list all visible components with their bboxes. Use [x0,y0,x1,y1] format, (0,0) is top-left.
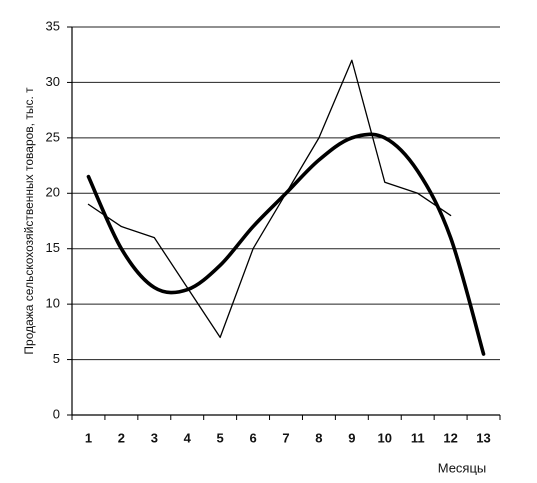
x-tick-label: 1 [85,430,92,445]
data-line [87,59,452,339]
x-tick-label: 9 [348,430,355,445]
x-tick-label: 10 [378,430,392,445]
x-tick-label: 8 [315,430,322,445]
y-tick-label: 10 [46,296,60,311]
x-tick-label: 7 [282,430,289,445]
y-axis-title: Продажа сельскохозяйственных товаров, ты… [22,87,36,355]
y-tick-label: 25 [46,129,60,144]
x-axis-title: Месяцы [438,460,487,475]
x-tick-label: 4 [184,430,192,445]
x-tick-label: 12 [443,430,457,445]
y-tick-label: 20 [46,185,60,200]
y-tick-label: 30 [46,74,60,89]
x-tick-label: 2 [118,430,125,445]
y-tick-label: 35 [46,18,60,33]
y-tick-label: 5 [53,351,60,366]
x-tick-label: 3 [151,430,158,445]
x-tick-label: 6 [249,430,256,445]
y-tick-label: 0 [53,406,60,421]
x-tick-label: 5 [217,430,224,445]
x-tick-label: 11 [411,430,425,445]
y-tick-label: 15 [46,240,60,255]
x-tick-label: 13 [476,430,490,445]
trend-line [86,132,486,356]
